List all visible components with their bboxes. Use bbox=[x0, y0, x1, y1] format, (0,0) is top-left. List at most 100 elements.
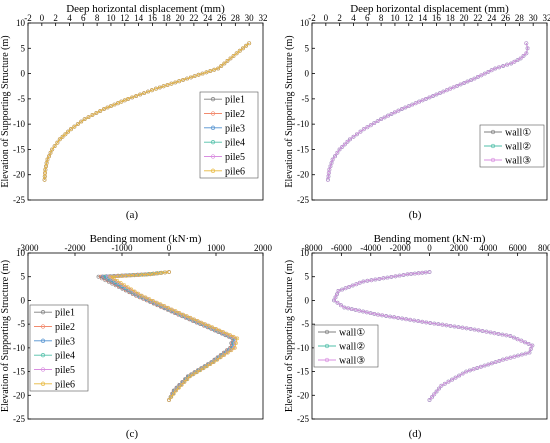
y-tick-label: -10 bbox=[297, 343, 309, 353]
data-point bbox=[361, 309, 366, 314]
data-point bbox=[134, 94, 139, 98]
x-tick-label: 30 bbox=[245, 13, 255, 23]
legend-entry: pile2 bbox=[55, 322, 75, 333]
data-point bbox=[147, 297, 152, 302]
data-point bbox=[105, 105, 110, 110]
data-point bbox=[428, 321, 433, 325]
legend-swatch-marker bbox=[40, 367, 46, 372]
data-point bbox=[512, 354, 517, 359]
data-point bbox=[66, 129, 71, 134]
x-tick-label: 28 bbox=[231, 13, 241, 23]
data-point bbox=[397, 273, 402, 278]
data-point bbox=[509, 61, 514, 66]
series-line bbox=[327, 43, 529, 180]
y-tick-label: 10 bbox=[16, 18, 26, 28]
data-point bbox=[525, 46, 530, 51]
x-tick-label: 8 bbox=[95, 13, 100, 23]
data-point bbox=[167, 270, 171, 274]
data-point bbox=[181, 312, 186, 317]
legend-swatch-marker bbox=[490, 157, 496, 163]
x-tick-label: 1000 bbox=[207, 243, 226, 253]
data-point bbox=[427, 95, 432, 100]
data-point bbox=[462, 81, 467, 85]
data-point bbox=[400, 316, 405, 321]
data-point bbox=[151, 298, 155, 303]
legend-swatch-marker bbox=[210, 154, 216, 159]
y-tick-label: 0 bbox=[305, 295, 310, 305]
data-point bbox=[221, 330, 226, 334]
legend-swatch-marker bbox=[490, 129, 496, 135]
data-point bbox=[396, 315, 401, 320]
legend-swatch-marker bbox=[210, 140, 216, 145]
series-pile6 bbox=[108, 270, 240, 402]
y-tick-label: -5 bbox=[18, 94, 26, 104]
x-tick-label: -2000 bbox=[390, 243, 411, 253]
data-point bbox=[60, 134, 65, 139]
data-point bbox=[508, 334, 513, 338]
data-point bbox=[432, 321, 437, 326]
legend-entry: wall③ bbox=[505, 156, 531, 167]
data-point bbox=[518, 56, 523, 61]
data-point bbox=[327, 167, 332, 172]
chart-panel-1: Deep horizontal displacement (mm) Elevati… bbox=[0, 3, 268, 221]
data-point bbox=[111, 276, 116, 281]
data-point bbox=[69, 127, 73, 132]
data-point bbox=[476, 328, 481, 333]
data-point bbox=[377, 276, 382, 281]
data-point bbox=[460, 325, 465, 330]
data-point bbox=[488, 330, 493, 335]
y-axis-title: Elevation of Supporting Structure (m) bbox=[284, 35, 295, 187]
data-point bbox=[416, 319, 421, 324]
data-point bbox=[492, 331, 497, 336]
data-point bbox=[188, 75, 193, 80]
data-point bbox=[372, 121, 377, 126]
data-point bbox=[148, 272, 153, 277]
data-point bbox=[420, 98, 425, 103]
data-point bbox=[416, 271, 421, 276]
data-point bbox=[225, 59, 230, 63]
y-tick-label: 10 bbox=[300, 18, 310, 28]
data-point bbox=[434, 92, 439, 97]
legend-swatch-marker bbox=[40, 324, 46, 329]
data-point bbox=[368, 123, 373, 128]
data-point bbox=[500, 332, 505, 337]
data-point bbox=[373, 277, 378, 282]
series-line bbox=[44, 42, 250, 180]
data-point bbox=[467, 368, 472, 373]
data-point bbox=[431, 94, 435, 98]
data-point bbox=[444, 88, 449, 93]
data-point bbox=[512, 335, 516, 340]
data-point bbox=[348, 137, 352, 142]
data-point bbox=[330, 157, 335, 162]
legend-swatch-marker bbox=[210, 168, 216, 173]
data-point bbox=[222, 61, 227, 66]
legend-entry: pile6 bbox=[225, 166, 245, 177]
series-pile6 bbox=[42, 41, 252, 182]
data-point bbox=[468, 326, 473, 331]
data-point bbox=[530, 343, 535, 348]
data-point bbox=[118, 281, 123, 285]
series-line bbox=[108, 271, 238, 401]
data-point bbox=[389, 112, 394, 116]
data-point bbox=[486, 362, 491, 367]
data-point bbox=[384, 314, 389, 318]
chart-panel-4: Bending moment (kN·m) Elevation of Suppor… bbox=[284, 233, 550, 440]
data-point bbox=[337, 147, 342, 152]
x-tick-label: 0 bbox=[324, 13, 329, 23]
x-tick-label: 2 bbox=[337, 13, 342, 23]
legend-box bbox=[29, 304, 89, 392]
data-point bbox=[204, 364, 209, 369]
data-point bbox=[389, 274, 394, 279]
y-tick-label: -25 bbox=[13, 195, 25, 205]
data-point bbox=[393, 274, 398, 279]
panel-label: (d) bbox=[409, 428, 422, 440]
data-point bbox=[332, 298, 336, 303]
data-point bbox=[232, 345, 237, 350]
legend-swatch-marker bbox=[210, 125, 216, 130]
data-point bbox=[128, 273, 133, 278]
data-point bbox=[122, 98, 127, 103]
legend: wall① wall② wall③ bbox=[479, 124, 545, 168]
plot-frame bbox=[27, 22, 264, 201]
data-point bbox=[340, 287, 344, 292]
